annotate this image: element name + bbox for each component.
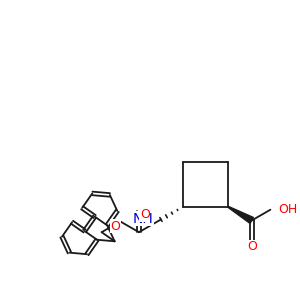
Polygon shape bbox=[228, 206, 253, 224]
Text: O: O bbox=[140, 208, 150, 221]
Text: O: O bbox=[110, 220, 120, 233]
Text: O: O bbox=[247, 240, 257, 254]
Text: NH: NH bbox=[132, 212, 153, 226]
Text: OH: OH bbox=[278, 203, 298, 216]
